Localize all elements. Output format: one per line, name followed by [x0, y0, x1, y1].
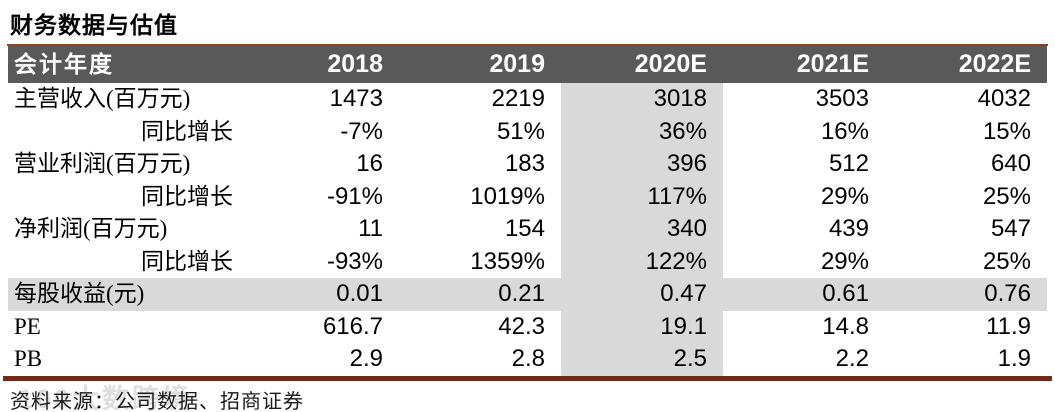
row-label: 营业利润(百万元)	[14, 151, 191, 176]
value-cell: 0.01	[237, 278, 399, 311]
header-cell-year: 2020E	[634, 50, 707, 78]
source-note: 资料来源：公司数据、招商证券	[10, 390, 304, 412]
value-cell: 42.3	[498, 312, 545, 340]
table-body: 主营收入(百万元) 1473 2219 3018 3503 4032 同比增长 -7% 51% 3…	[0, 83, 1055, 376]
value-cell: 11	[358, 215, 383, 242]
value-cell: 1359%	[470, 247, 545, 275]
value-cell: 2.9	[349, 345, 383, 372]
value-cell: 25%	[982, 182, 1031, 210]
value-cell: 25%	[982, 247, 1031, 275]
header-cell-year: 2019	[489, 50, 545, 78]
row-label: 同比增长	[141, 183, 233, 209]
header-cell-year: 2022E	[958, 50, 1031, 78]
table-row: 营业利润(百万元) 16 183 396 512 640	[8, 148, 1047, 181]
value-cell: 0.47	[561, 278, 723, 311]
financial-table: 会计年度 2018 2019 2020E 2021E 2022E 主营收入(百万元) 147…	[0, 46, 1055, 376]
value-cell: 0.21	[399, 278, 561, 311]
value-cell: 439	[828, 215, 869, 242]
page-title: 财务数据与估值	[10, 13, 178, 38]
row-label: PB	[14, 346, 43, 371]
value-cell: -7%	[340, 117, 383, 145]
value-cell: 640	[990, 150, 1031, 177]
value-cell: 2.5	[561, 343, 723, 376]
value-cell: 117%	[561, 180, 723, 213]
value-cell: 1.9	[997, 345, 1031, 372]
header-cell-label: 会计年度	[14, 52, 114, 77]
table-row: 同比增长 -91% 1019% 117% 29% 25%	[8, 180, 1047, 213]
header-cell-year: 2018	[327, 50, 383, 78]
value-cell: 2.2	[835, 345, 869, 372]
row-label: 主营收入(百万元)	[14, 86, 191, 111]
value-cell: 29%	[820, 247, 869, 275]
value-cell: -91%	[326, 182, 383, 210]
value-cell: 16	[356, 150, 383, 177]
value-cell: 3503	[815, 85, 869, 112]
value-cell: 16%	[820, 117, 869, 145]
value-cell: 396	[561, 148, 723, 181]
value-cell: 36%	[561, 115, 723, 148]
value-cell: 14.8	[822, 312, 869, 340]
row-label: 每股收益(元)	[8, 278, 237, 311]
value-cell: 340	[561, 213, 723, 246]
value-cell: 154	[504, 215, 545, 242]
top-rule	[7, 44, 1048, 46]
value-cell: 616.7	[322, 312, 383, 340]
bottom-rule	[3, 375, 1052, 381]
value-cell: 0.61	[723, 278, 885, 311]
value-cell: 29%	[820, 182, 869, 210]
value-cell: 15%	[982, 117, 1031, 145]
value-cell: 122%	[561, 245, 723, 278]
table-row: 每股收益(元) 0.01 0.21 0.47 0.61 0.76	[8, 278, 1047, 311]
table-row: PB 2.9 2.8 2.5 2.2 1.9	[8, 343, 1047, 376]
row-label: 同比增长	[141, 118, 233, 144]
value-cell: 1019%	[470, 182, 545, 210]
table-row: 净利润(百万元) 11 154 340 439 547	[8, 213, 1047, 246]
row-label: 净利润(百万元)	[14, 216, 168, 241]
value-cell: 1473	[329, 85, 383, 112]
row-label: 同比增长	[141, 248, 233, 274]
row-label: PE	[14, 313, 41, 339]
value-cell: 0.76	[885, 278, 1047, 311]
value-cell: 11.9	[986, 312, 1031, 340]
value-cell: -93%	[326, 247, 383, 275]
table-row: 同比增长 -93% 1359% 122% 29% 25%	[8, 245, 1047, 278]
table-row: PE 616.7 42.3 19.1 14.8 11.9	[8, 310, 1047, 343]
value-cell: 547	[990, 215, 1031, 242]
header-cell-year: 2021E	[796, 50, 869, 78]
table-row: 同比增长 -7% 51% 36% 16% 15%	[8, 115, 1047, 148]
footer: 100大数跨境 资料来源：公司数据、招商证券	[10, 384, 1055, 412]
table-header-row: 会计年度 2018 2019 2020E 2021E 2022E	[8, 46, 1047, 83]
value-cell: 4032	[977, 85, 1031, 112]
value-cell: 2.8	[511, 345, 545, 372]
value-cell: 183	[504, 150, 545, 177]
value-cell: 512	[828, 150, 869, 177]
value-cell: 3018	[561, 83, 723, 116]
value-cell: 51%	[496, 117, 545, 145]
value-cell: 19.1	[561, 310, 723, 343]
table-row: 主营收入(百万元) 1473 2219 3018 3503 4032	[8, 83, 1047, 116]
value-cell: 2219	[491, 85, 545, 112]
